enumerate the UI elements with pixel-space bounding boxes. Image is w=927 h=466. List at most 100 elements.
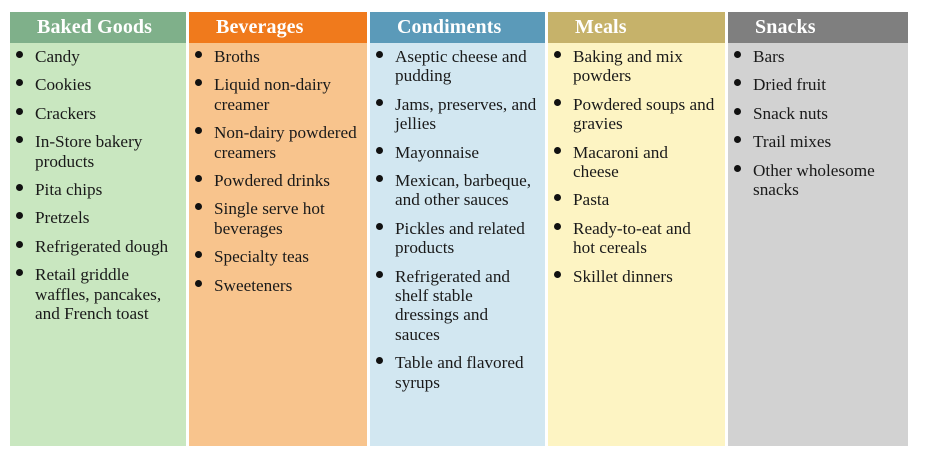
column-body: Baking and mix powders Powdered soups an… — [548, 43, 725, 446]
category-board: Baked Goods Candy Cookies Crackers In-St… — [10, 12, 908, 446]
bullet-icon — [376, 357, 383, 365]
bullet-icon — [16, 212, 23, 220]
column-body: Bars Dried fruit Snack nuts Trail mixes … — [728, 43, 908, 446]
bullet-icon — [734, 79, 741, 87]
column-beverages: Beverages Broths Liquid non-dairy creame… — [189, 12, 367, 446]
bullet-icon — [734, 107, 741, 115]
item-label: In-Store bakery products — [35, 132, 143, 171]
column-condiments: Condiments Aseptic cheese and pudding Ja… — [370, 12, 545, 446]
bullet-icon — [195, 51, 202, 58]
column-header: Meals — [548, 12, 725, 43]
bullet-icon — [554, 222, 561, 230]
item-label: Pretzels — [35, 208, 90, 228]
bullet-icon — [554, 146, 561, 154]
item-label: Powdered soups and gravies — [573, 94, 715, 134]
column-title: Baked Goods — [37, 16, 153, 38]
item-list: Baking and mix powders Powdered soups an… — [548, 47, 725, 286]
list-item: Pasta — [548, 190, 725, 209]
item-label: Jams, preserves, and jellies — [395, 94, 537, 134]
bullet-icon — [195, 127, 202, 135]
item-label: Trail mixes — [753, 132, 832, 152]
column-body: Aseptic cheese and pudding Jams, preserv… — [370, 43, 545, 446]
list-item: Powdered drinks — [189, 171, 367, 190]
list-item: Refrigerated dough — [10, 237, 186, 256]
item-label: Non-dairy powdered creamers — [214, 123, 357, 162]
item-label: Sweeteners — [214, 275, 293, 295]
list-item: Broths — [189, 47, 367, 66]
list-item: Candy — [10, 47, 186, 66]
bullet-icon — [16, 51, 23, 58]
item-label: Pasta — [573, 190, 610, 210]
bullet-icon — [16, 269, 23, 277]
bullet-icon — [376, 222, 383, 230]
column-title: Snacks — [755, 16, 816, 38]
bullet-icon — [554, 98, 561, 106]
list-item: Single serve hot beverages — [189, 199, 367, 238]
item-list: Broths Liquid non-dairy creamer Non-dair… — [189, 47, 367, 295]
item-list: Candy Cookies Crackers In-Store bakery p… — [10, 47, 186, 323]
bullet-icon — [195, 175, 202, 183]
item-label: Pita chips — [35, 180, 103, 200]
bullet-icon — [195, 279, 202, 287]
bullet-icon — [734, 136, 741, 144]
list-item: Skillet dinners — [548, 267, 725, 286]
item-label: Pickles and related products — [395, 218, 525, 258]
list-item: Aseptic cheese and pudding — [370, 47, 545, 86]
item-label: Single serve hot beverages — [214, 199, 325, 238]
column-body: Candy Cookies Crackers In-Store bakery p… — [10, 43, 186, 446]
list-item: Baking and mix powders — [548, 47, 725, 86]
bullet-icon — [376, 175, 383, 183]
bullet-icon — [554, 270, 561, 278]
item-label: Refrigerated dough — [35, 236, 169, 256]
item-label: Table and flavored syrups — [395, 353, 524, 392]
list-item: In-Store bakery products — [10, 132, 186, 171]
column-title: Beverages — [216, 16, 304, 38]
bullet-icon — [376, 270, 383, 278]
list-item: Pita chips — [10, 180, 186, 199]
item-label: Cookies — [35, 75, 92, 95]
item-list: Bars Dried fruit Snack nuts Trail mixes … — [728, 47, 908, 199]
list-item: Specialty teas — [189, 247, 367, 266]
item-label: Mayonnaise — [395, 142, 480, 162]
list-item: Mexican, barbeque, and other sauces — [370, 171, 545, 210]
item-label: Crackers — [35, 103, 97, 123]
column-body: Broths Liquid non-dairy creamer Non-dair… — [189, 43, 367, 446]
list-item: Refrigerated and shelf stable dressings … — [370, 267, 545, 345]
item-label: Refrigerated and shelf stable dressings … — [395, 266, 511, 344]
item-label: Liquid non-dairy creamer — [214, 75, 331, 114]
column-baked-goods: Baked Goods Candy Cookies Crackers In-St… — [10, 12, 186, 446]
bullet-icon — [195, 251, 202, 259]
item-label: Specialty teas — [214, 247, 309, 267]
bullet-icon — [376, 146, 383, 154]
list-item: Pretzels — [10, 208, 186, 227]
list-item: Dried fruit — [728, 75, 908, 94]
list-item: Other wholesome snacks — [728, 161, 908, 200]
list-item: Bars — [728, 47, 908, 66]
list-item: Retail griddle waffles, pancakes, and Fr… — [10, 265, 186, 323]
bullet-icon — [16, 107, 23, 115]
item-label: Candy — [35, 47, 80, 66]
item-label: Retail griddle waffles, pancakes, and Fr… — [35, 265, 162, 324]
list-item: Cookies — [10, 75, 186, 94]
list-item: Crackers — [10, 104, 186, 123]
bullet-icon — [376, 98, 383, 106]
column-header: Baked Goods — [10, 12, 186, 43]
item-label: Macaroni and cheese — [573, 142, 668, 182]
item-label: Mexican, barbeque, and other sauces — [395, 171, 532, 210]
list-item: Table and flavored syrups — [370, 353, 545, 392]
column-meals: Meals Baking and mix powders Powdered so… — [548, 12, 725, 446]
item-label: Ready-to-eat and hot cereals — [573, 218, 691, 258]
list-item: Macaroni and cheese — [548, 143, 725, 182]
bullet-icon — [376, 51, 383, 58]
item-label: Bars — [753, 47, 785, 66]
list-item: Sweeteners — [189, 276, 367, 295]
list-item: Pickles and related products — [370, 219, 545, 258]
list-item: Jams, preserves, and jellies — [370, 95, 545, 134]
list-item: Non-dairy powdered creamers — [189, 123, 367, 162]
item-label: Powdered drinks — [214, 171, 330, 191]
list-item: Ready-to-eat and hot cereals — [548, 219, 725, 258]
item-label: Baking and mix powders — [573, 47, 683, 86]
item-label: Dried fruit — [753, 75, 827, 95]
bullet-icon — [554, 51, 561, 58]
bullet-icon — [195, 79, 202, 87]
